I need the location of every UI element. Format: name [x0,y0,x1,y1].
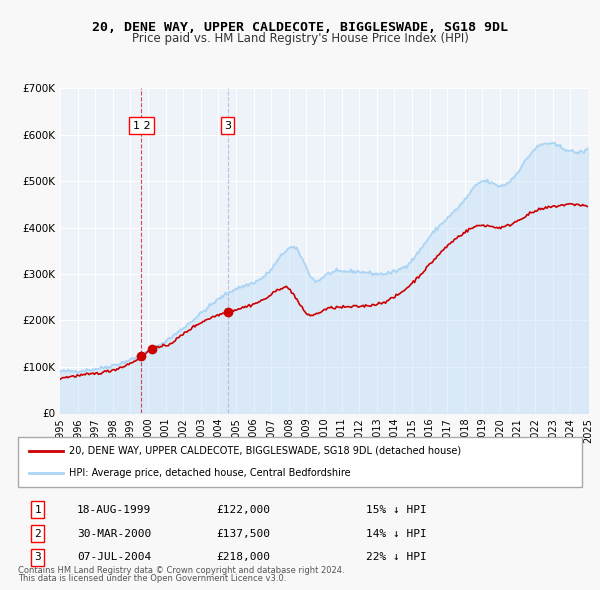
Text: Contains HM Land Registry data © Crown copyright and database right 2024.: Contains HM Land Registry data © Crown c… [18,566,344,575]
Text: 1: 1 [34,504,41,514]
Text: 18-AUG-1999: 18-AUG-1999 [77,504,151,514]
Text: £218,000: £218,000 [217,552,271,562]
Text: 30-MAR-2000: 30-MAR-2000 [77,529,151,539]
Text: £137,500: £137,500 [217,529,271,539]
Text: 20, DENE WAY, UPPER CALDECOTE, BIGGLESWADE, SG18 9DL (detached house): 20, DENE WAY, UPPER CALDECOTE, BIGGLESWA… [69,445,461,455]
Text: 22% ↓ HPI: 22% ↓ HPI [365,552,426,562]
Text: 2: 2 [34,529,41,539]
Text: 07-JUL-2004: 07-JUL-2004 [77,552,151,562]
Text: HPI: Average price, detached house, Central Bedfordshire: HPI: Average price, detached house, Cent… [69,468,350,478]
Text: 14% ↓ HPI: 14% ↓ HPI [365,529,426,539]
Text: £122,000: £122,000 [217,504,271,514]
Text: 3: 3 [34,552,41,562]
Text: This data is licensed under the Open Government Licence v3.0.: This data is licensed under the Open Gov… [18,574,286,583]
Text: 1 2: 1 2 [133,120,151,130]
FancyBboxPatch shape [18,437,582,487]
Text: 3: 3 [224,120,231,130]
Text: Price paid vs. HM Land Registry's House Price Index (HPI): Price paid vs. HM Land Registry's House … [131,32,469,45]
Text: 20, DENE WAY, UPPER CALDECOTE, BIGGLESWADE, SG18 9DL: 20, DENE WAY, UPPER CALDECOTE, BIGGLESWA… [92,21,508,34]
Text: 15% ↓ HPI: 15% ↓ HPI [365,504,426,514]
